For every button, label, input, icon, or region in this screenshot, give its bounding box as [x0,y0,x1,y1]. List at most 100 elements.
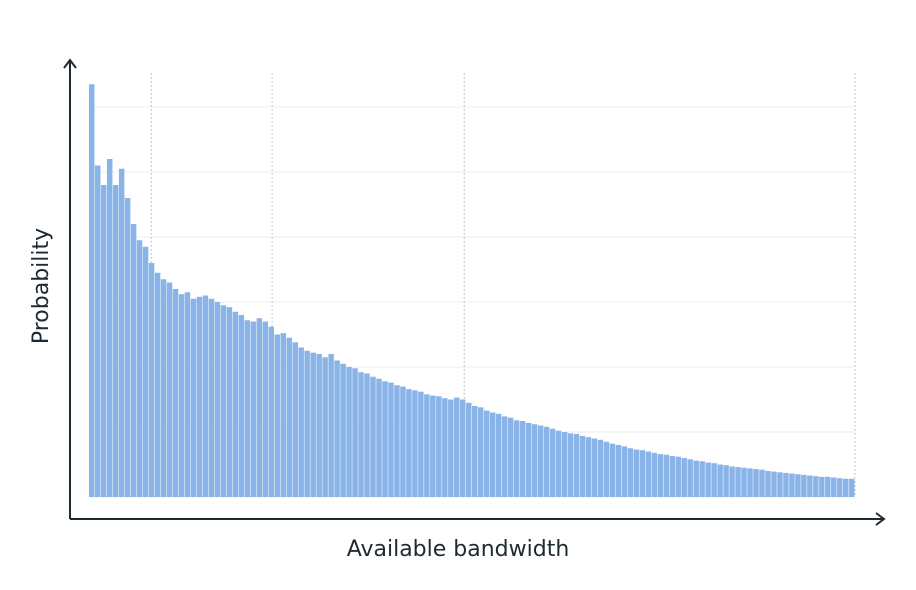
bar [555,430,562,497]
bar [89,84,95,497]
bar [483,410,490,497]
bar [567,433,574,497]
bar [729,466,735,497]
bar [807,475,813,497]
plot-area [89,73,856,498]
bar [501,416,508,497]
bar [274,334,280,497]
bar [190,298,197,497]
bar [633,449,640,497]
bar [585,437,592,497]
bar [663,454,669,497]
bar [106,159,113,497]
bar [627,448,634,497]
bar [322,357,328,497]
bar [591,438,598,497]
bar [669,456,675,497]
bar [717,464,723,497]
bar [160,279,167,497]
bar [711,463,717,497]
bar [262,321,269,497]
bar [531,424,538,497]
bar [424,394,430,497]
bar [382,381,388,497]
bar [495,413,502,497]
bar [136,240,143,497]
bar [406,389,412,497]
bar [795,474,801,497]
bar [340,363,346,497]
bar [681,458,687,497]
bar [412,390,418,497]
bar [699,461,705,497]
bar [280,333,286,497]
bar [525,422,532,497]
bar [400,386,406,497]
bar [292,342,298,497]
bar [561,432,568,497]
bar [124,198,131,497]
bar [537,425,544,497]
bar [244,320,251,497]
bar [148,263,155,497]
bar [142,246,149,497]
bar [376,378,382,497]
bar [232,311,239,497]
bar [657,454,663,497]
bar [358,372,364,497]
bar [747,468,753,497]
bar [310,352,316,497]
bar [370,376,376,497]
bar [388,382,394,497]
bar [771,471,777,497]
bar [675,456,681,497]
bar [172,289,179,497]
bar [436,396,442,497]
bar [304,350,310,497]
bar [316,354,322,497]
bar [801,474,807,497]
y-axis-arrow [63,58,77,69]
bar [543,426,550,497]
bar [789,473,795,497]
bar [226,307,233,497]
bar [507,417,514,497]
bar [130,224,137,497]
bar [579,435,586,497]
x-axis-arrow [875,512,886,526]
bar [783,472,789,497]
bar [94,165,101,497]
bar [513,420,520,497]
bar [741,467,747,497]
bar [394,385,400,497]
x-axis-label: Available bandwidth [347,537,570,562]
bar [777,472,783,497]
bar [597,439,604,497]
bar [250,321,257,497]
bar [154,272,161,497]
bar [831,477,837,497]
bar [759,469,765,497]
bar [352,368,358,497]
bar [214,302,221,497]
bar [639,450,646,497]
bar [753,469,759,497]
bar [477,407,484,497]
bar [645,451,652,497]
bar [166,282,173,497]
bar [268,326,275,497]
bar [112,185,119,497]
bar [328,354,334,497]
y-axis-label: Probability [29,228,54,344]
bar [615,445,622,497]
bar [723,465,729,497]
bar [765,471,771,497]
bar [202,295,209,497]
bar [256,318,263,497]
bar [687,459,693,497]
bar [118,168,125,497]
bar [489,412,496,497]
bar [454,397,460,497]
bar [418,391,424,497]
